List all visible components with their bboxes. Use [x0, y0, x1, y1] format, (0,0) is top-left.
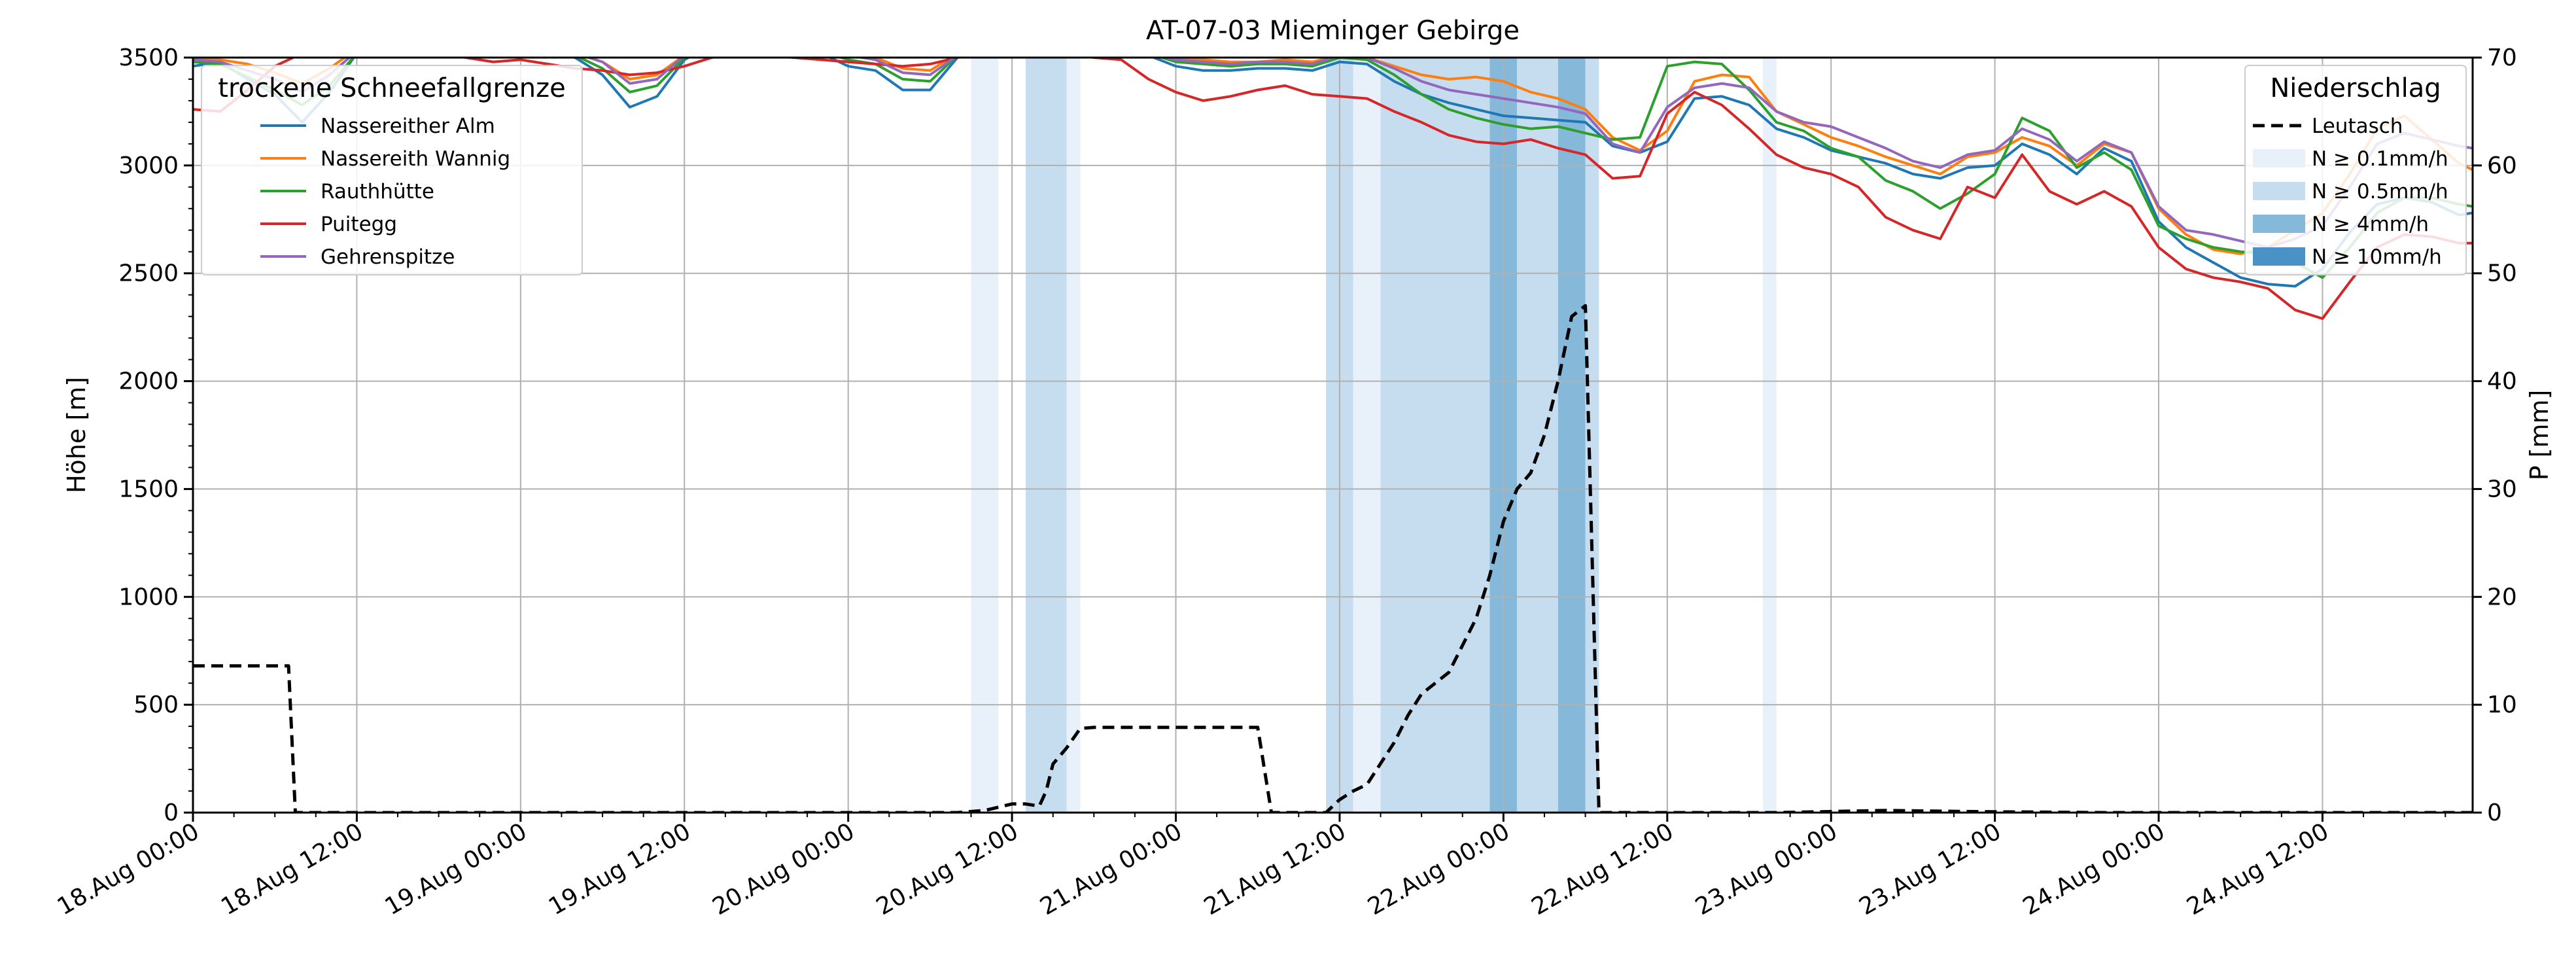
legend-precipitation-title: Niederschlag — [2270, 73, 2441, 103]
legend-swatch — [2253, 215, 2305, 233]
y-tick-label-right: 50 — [2487, 260, 2517, 287]
y-tick-label-right: 40 — [2487, 368, 2517, 395]
precip-band — [1380, 58, 1490, 813]
series-line-gehrenspitze — [193, 58, 2473, 249]
y-tick-label-left: 1000 — [118, 584, 179, 610]
plot-frame — [192, 56, 2474, 814]
legend-snowline-title: trockene Schneefallgrenze — [218, 73, 565, 103]
y-axis-left: 0 500 1000 1500 2000 2500 3000 3500 — [118, 44, 193, 826]
y-tick-label-right: 20 — [2487, 584, 2517, 610]
y-axis-label-right: P [mm] — [2525, 390, 2554, 481]
precip-band — [1025, 58, 1067, 813]
y-tick-label-right: 10 — [2487, 692, 2517, 718]
legend-swatch — [2253, 149, 2305, 167]
series-line-leutasch — [193, 304, 2473, 813]
y-tick-label-left: 0 — [164, 800, 179, 826]
legend-swatch — [2253, 247, 2305, 266]
y-tick-label-left: 2000 — [118, 368, 179, 395]
legend-label: Gehrenspitze — [321, 245, 455, 269]
y-axis-label-left: Höhe [m] — [62, 377, 91, 493]
legend-snowline: trockene Schneefallgrenze Nassereither A… — [201, 65, 583, 275]
series-line-nassereither-alm — [193, 58, 2473, 288]
y-tick-label-left: 1500 — [118, 476, 179, 502]
y-tick-label-right: 60 — [2487, 152, 2517, 179]
legend-swatch — [2253, 182, 2305, 200]
legend-label: N ≥ 0.1mm/h — [2312, 147, 2448, 171]
precip-band — [971, 58, 999, 813]
precip-band — [1517, 58, 1558, 813]
legend-label: Rauthhütte — [321, 180, 434, 203]
precip-band — [1066, 58, 1081, 813]
series-line-nassereith-wannig — [193, 58, 2473, 255]
legend-snowline-items: Nassereither Alm Nassereith Wannig Rauthhü… — [260, 114, 510, 269]
legend-label: Nassereither Alm — [321, 114, 495, 138]
precip-band — [1353, 58, 1381, 813]
legend-label: Nassereith Wannig — [321, 147, 510, 171]
y-tick-label-left: 2500 — [118, 260, 179, 287]
legend-label: N ≥ 4mm/h — [2312, 213, 2429, 236]
precip-band — [1762, 58, 1777, 813]
legend-label: N ≥ 0.5mm/h — [2312, 180, 2448, 203]
y-tick-label-right: 30 — [2487, 476, 2517, 502]
legend-precipitation: Niederschlag Leutasch N ≥ 0.1mm/h N ≥ 0.5m… — [2244, 65, 2467, 275]
legend-label: N ≥ 10mm/h — [2312, 245, 2442, 269]
precip-band — [1585, 58, 1599, 813]
y-axis-right: 0 10 20 30 40 50 60 70 — [2473, 44, 2517, 826]
y-tick-label-right: 70 — [2487, 44, 2517, 71]
legend-label: Puitegg — [321, 213, 397, 236]
y-tick-label-left: 500 — [133, 692, 179, 718]
legend-precipitation-items: Leutasch N ≥ 0.1mm/h N ≥ 0.5mm/h N ≥ 4mm/h N… — [2253, 114, 2448, 269]
precip-band — [1558, 58, 1586, 813]
legend-label: Leutasch — [2312, 114, 2403, 138]
chart-title: AT-07-03 Mieminger Gebirge — [1146, 16, 1520, 46]
series-line-rauthh-tte — [193, 58, 2473, 279]
y-tick-label-left: 3000 — [118, 152, 179, 179]
y-tick-label-left: 3500 — [118, 44, 179, 71]
y-tick-label-right: 0 — [2487, 800, 2502, 826]
